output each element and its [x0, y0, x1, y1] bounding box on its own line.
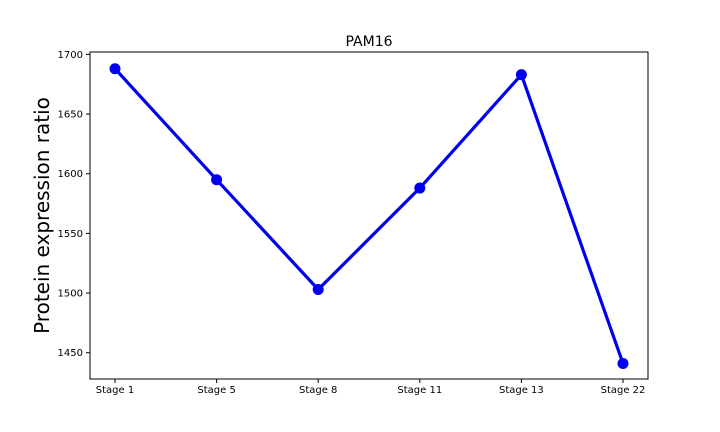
series-layer: [109, 63, 629, 369]
x-tick-label: Stage 13: [499, 385, 544, 396]
chart-title: PAM16: [345, 34, 392, 50]
x-tick-label: Stage 11: [397, 385, 442, 396]
x-tick-label: Stage 8: [299, 385, 337, 396]
data-point: [109, 63, 121, 75]
y-tick-label: 1700: [58, 50, 83, 61]
y-tick-label: 1450: [58, 348, 83, 359]
x-tick-label: Stage 5: [197, 385, 235, 396]
y-tick-label: 1550: [58, 229, 83, 240]
y-tick-label: 1650: [58, 110, 83, 121]
x-tick-label: Stage 1: [96, 385, 134, 396]
data-point: [312, 283, 324, 295]
y-tick-label: 1500: [58, 289, 83, 300]
y-tick-label: 1600: [58, 169, 83, 180]
y-axis: 1450 1500 1550 1600 1650 1700: [58, 50, 90, 359]
y-axis-title: Protein expression ratio: [30, 97, 54, 334]
plot-frame: [89, 51, 649, 380]
data-point: [211, 174, 223, 186]
data-point: [515, 69, 527, 81]
series-line: [113, 67, 625, 366]
x-tick-label: Stage 22: [601, 385, 646, 396]
x-axis: Stage 1 Stage 5 Stage 8 Stage 11 Stage 13 Sta…: [96, 379, 646, 396]
data-point: [617, 357, 629, 369]
data-point: [414, 182, 426, 194]
